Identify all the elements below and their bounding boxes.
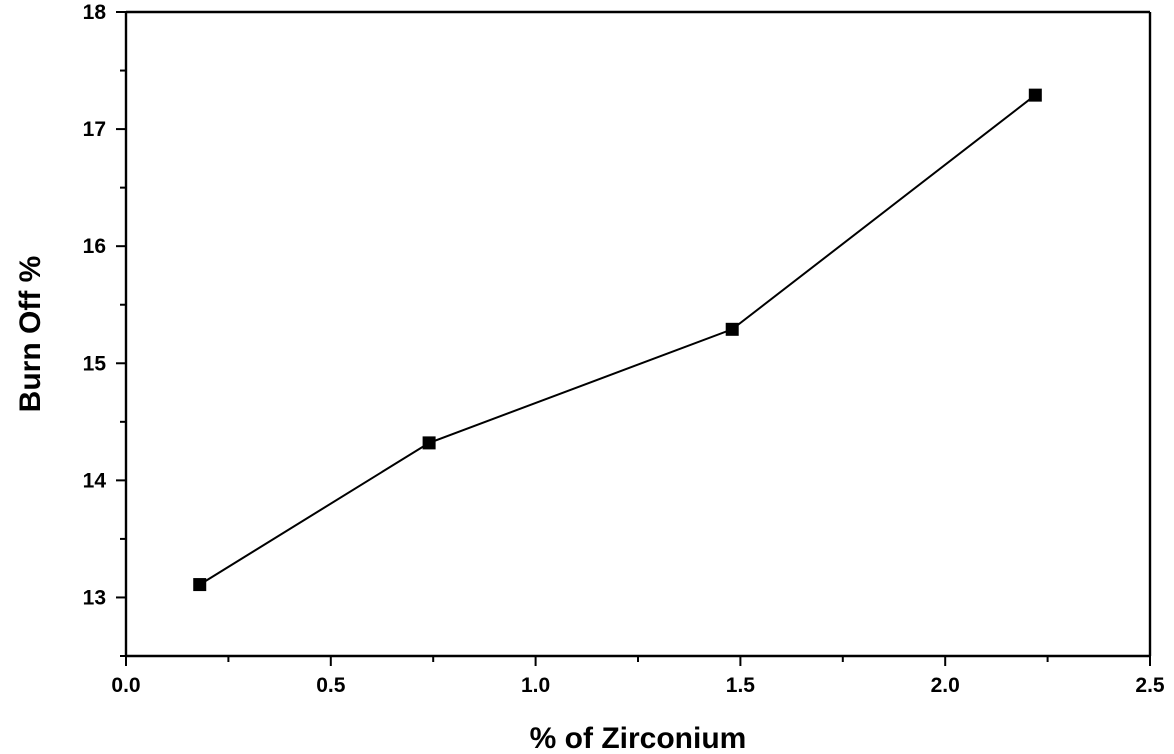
x-tick-label: 1.0 bbox=[521, 674, 550, 697]
y-tick-label: 13 bbox=[83, 586, 106, 609]
series bbox=[193, 88, 1042, 592]
x-tick-label: 0.0 bbox=[111, 674, 140, 697]
data-point-marker bbox=[725, 322, 739, 336]
x-tick-label: 0.5 bbox=[316, 674, 346, 697]
data-point-marker bbox=[193, 578, 207, 592]
data-point-marker bbox=[1028, 88, 1042, 102]
y-axis-title: Burn Off % bbox=[14, 256, 47, 413]
y-tick-label: 18 bbox=[83, 1, 107, 24]
data-point-marker bbox=[422, 436, 436, 450]
axes bbox=[124, 10, 1152, 658]
x-tick-label: 2.5 bbox=[1135, 674, 1165, 697]
y-tick-label: 15 bbox=[83, 352, 107, 375]
x-tick-label: 1.5 bbox=[726, 674, 756, 697]
x-tick-label: 2.0 bbox=[931, 674, 960, 697]
y-tick-label: 16 bbox=[83, 235, 106, 258]
x-axis-title: % of Zirconium bbox=[530, 722, 747, 754]
ticks: 0.0 0.5 1.0 1.5 2.0 2.5 13 14 15 16 17 18 bbox=[83, 1, 1165, 697]
y-tick-label: 14 bbox=[83, 469, 107, 492]
series-line bbox=[199, 94, 1036, 586]
y-tick-label: 17 bbox=[83, 118, 106, 141]
